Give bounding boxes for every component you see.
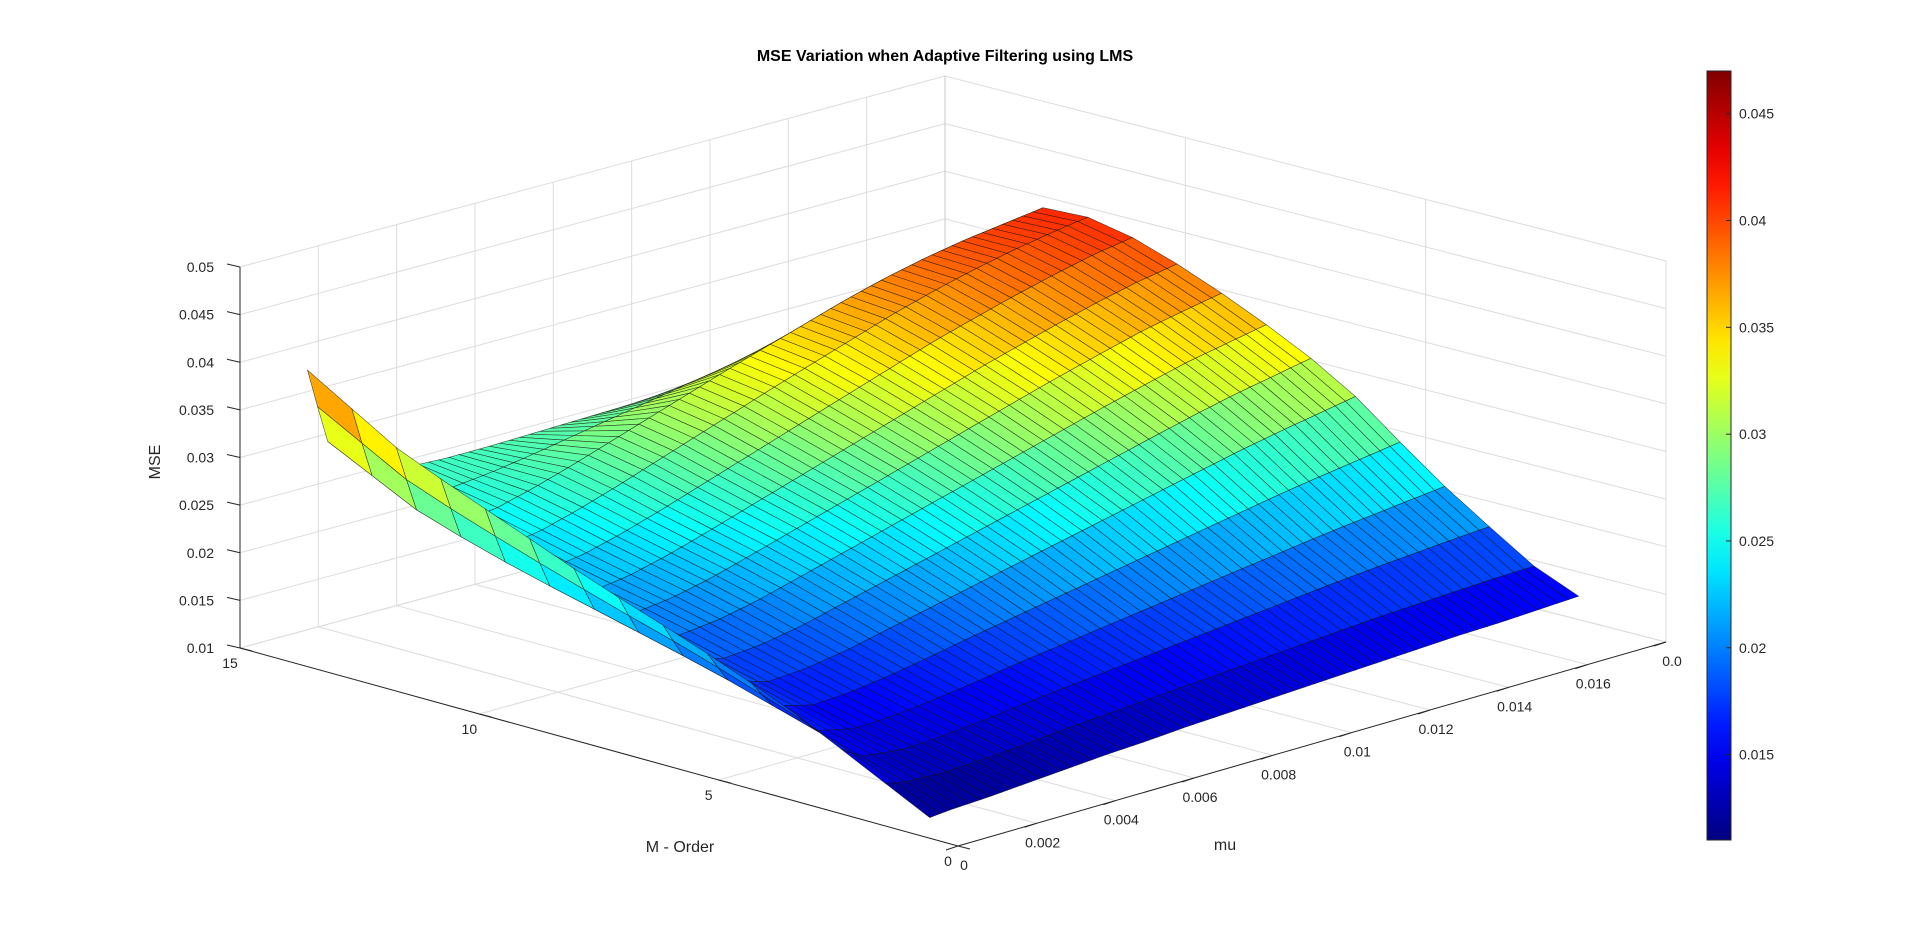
z-tick-label: 0.01: [187, 640, 214, 656]
x-axis-label: mu: [1214, 837, 1236, 854]
z-tick-label: 0.015: [179, 592, 214, 608]
colorbar-tick-label: 0.035: [1739, 319, 1774, 335]
x-tick: [1496, 686, 1509, 692]
z-tick-label: 0.035: [179, 402, 214, 418]
x-tick: [1260, 754, 1273, 760]
y-axis-label: M - Order: [646, 839, 715, 856]
x-tick: [1103, 800, 1116, 806]
z-tick-label: 0.02: [187, 545, 214, 561]
colorbar-tick-label: 0.02: [1739, 640, 1766, 656]
y-tick: [479, 713, 492, 718]
x-tick-label: 0.008: [1261, 766, 1296, 782]
x-tick-label: 0.016: [1576, 676, 1611, 692]
tick-labels: 0 0.002 0.004 0.006 0.008 0.01 0.012 0.014 0.016…: [179, 259, 1682, 873]
z-tick-label: 0.04: [187, 354, 214, 370]
z-tick: [226, 406, 241, 411]
x-tick-label: 0.004: [1104, 812, 1139, 828]
z-tick: [226, 501, 241, 506]
z-tick: [226, 311, 241, 316]
grid-line-z: [239, 75, 1667, 268]
x-tick: [1417, 709, 1431, 715]
z-tick-label: 0.03: [187, 450, 214, 466]
x-tick: [945, 845, 959, 851]
chart-title: MSE Variation when Adaptive Filtering us…: [757, 48, 1134, 65]
z-tick-label: 0.05: [187, 259, 214, 275]
y-tick-label: 0: [944, 853, 952, 869]
x-axis-line: [957, 641, 1667, 847]
z-tick: [226, 596, 241, 601]
x-tick: [1181, 777, 1195, 783]
x-tick-label: 0: [960, 857, 968, 873]
y-tick: [957, 845, 971, 850]
x-tick-label: 0.006: [1182, 789, 1217, 805]
z-tick: [226, 263, 241, 268]
colorbar-tick-label: 0.04: [1739, 213, 1766, 229]
surface-mesh: [306, 207, 1580, 818]
colorbar-tick-label: 0.03: [1739, 426, 1766, 442]
x-tick: [1339, 732, 1352, 738]
colorbar: 0.015 0.02 0.025 0.03 0.035 0.04 0.045: [1706, 70, 1774, 841]
y-tick-label: 10: [462, 721, 478, 737]
surface-patch: [884, 782, 941, 818]
x-tick-label: 0.002: [1025, 834, 1060, 850]
colorbar-tick-label: 0.045: [1739, 106, 1774, 122]
x-tick-label: 0.0: [1662, 653, 1682, 669]
z-tick-label: 0.025: [179, 497, 214, 513]
x-tick: [1575, 664, 1588, 670]
z-tick: [226, 358, 241, 363]
y-tick-label: 15: [222, 655, 238, 671]
colorbar-tick-label: 0.025: [1739, 533, 1774, 549]
y-tick: [239, 647, 253, 652]
y-tick-label: 5: [705, 787, 713, 803]
z-axis-label: MSE: [147, 445, 164, 480]
y-tick: [718, 779, 731, 784]
colorbar-tick-label: 0.015: [1739, 747, 1774, 763]
z-tick: [226, 549, 241, 554]
z-tick-label: 0.045: [179, 307, 214, 323]
y-axis-line: [239, 647, 959, 847]
x-tick-label: 0.01: [1344, 744, 1371, 760]
x-tick-label: 0.014: [1497, 698, 1532, 714]
x-tick-label: 0.012: [1418, 721, 1453, 737]
x-tick: [1024, 822, 1037, 828]
colorbar-gradient: [1706, 70, 1732, 841]
z-tick: [226, 644, 241, 649]
z-tick: [226, 454, 241, 458]
x-tick: [1653, 641, 1667, 647]
